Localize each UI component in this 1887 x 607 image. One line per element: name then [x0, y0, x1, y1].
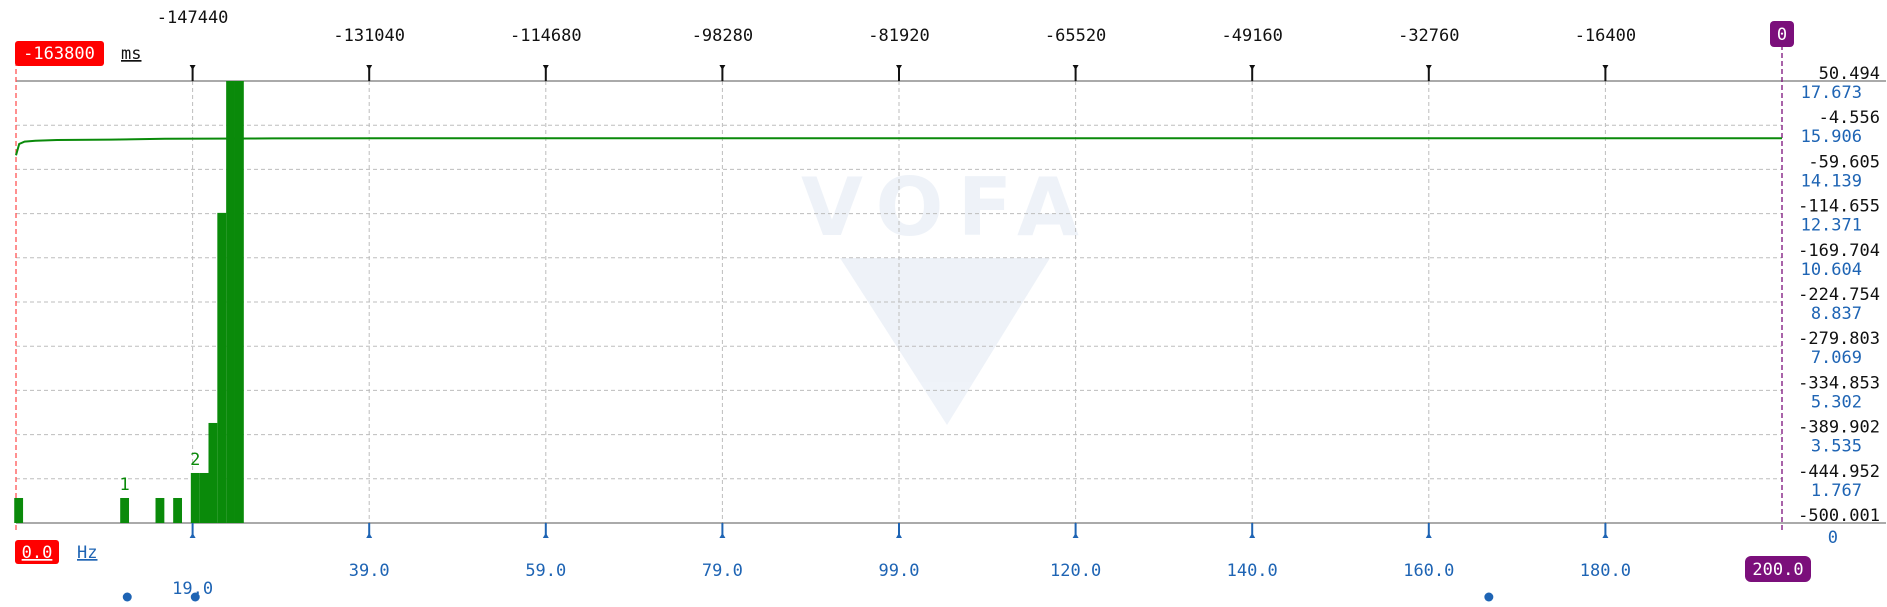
fft-bar [173, 497, 183, 523]
top-tick-label: -98280 [692, 26, 753, 46]
bottom-tick-cap [1602, 533, 1609, 538]
right-axis-blue-label: 5.302 [1811, 392, 1862, 412]
fft-bar [217, 212, 227, 524]
top-tick-label: -147440 [157, 8, 229, 28]
right-axis-black-label: 50.494 [1819, 64, 1880, 84]
top-time-axis: -147440 -131040 -114680 -98280 -81920 -65520 -… [157, 8, 1636, 81]
top-tick-cap [366, 65, 373, 70]
bottom-tick-cap [719, 533, 726, 538]
cursor-marker-dot[interactable] [190, 592, 200, 602]
cursor-markers[interactable] [122, 592, 1494, 602]
right-axis-black-label: -4.556 [1819, 108, 1880, 128]
right-axis-blue-label: 15.906 [1801, 127, 1862, 147]
right-axis-black-label: -59.605 [1808, 152, 1880, 172]
right-axis-blue-label: 17.673 [1801, 83, 1862, 103]
right-axis-black-label: -224.754 [1798, 285, 1880, 305]
time-min-label: -163800 [23, 44, 95, 64]
right-axis-blue-label: 7.069 [1811, 348, 1862, 368]
right-axis-blue-label: 0 [1828, 528, 1838, 548]
watermark-logo [840, 258, 1050, 425]
top-tick-cap [1072, 65, 1079, 70]
top-tick-cap [542, 65, 549, 70]
top-tick-cap [719, 65, 726, 70]
top-tick-label: -81920 [868, 26, 929, 46]
fft-bar [14, 497, 24, 523]
fft-bars: 12 [14, 81, 244, 524]
bottom-tick-label: 59.0 [525, 561, 566, 581]
watermark-text: VOFA [801, 161, 1093, 254]
right-axis-black-label: -169.704 [1798, 241, 1880, 261]
right-axis-black-label: -279.803 [1798, 329, 1880, 349]
top-tick-cap [1425, 65, 1432, 70]
bottom-tick-label: 180.0 [1580, 561, 1631, 581]
top-tick-label: -65520 [1045, 26, 1106, 46]
freq-min-label: 0.0 [22, 543, 53, 563]
bar-annotation: 1 [119, 475, 129, 495]
freq-max-badge[interactable]: 200.0 [1745, 556, 1811, 582]
bottom-tick-label: 140.0 [1227, 561, 1278, 581]
right-axis-blue-label: 12.371 [1801, 216, 1862, 236]
bottom-tick-label: 120.0 [1050, 561, 1101, 581]
time-max-label: 0 [1777, 25, 1787, 45]
fft-bar [199, 472, 209, 523]
top-tick-label: -32760 [1398, 26, 1459, 46]
vofa-watermark: VOFA [801, 161, 1093, 425]
cursor-marker-dot[interactable] [122, 592, 132, 602]
right-axis-labels: 50.494 -4.556 -59.605 -114.655 -169.704 -224.… [1798, 64, 1880, 548]
bottom-tick-label: 19.0 [172, 579, 213, 599]
bottom-frequency-axis: 19.0 39.0 59.0 79.0 99.0 120.0 140.0 160.0 180.0 [172, 523, 1631, 599]
bar-annotation: 2 [190, 450, 200, 470]
top-tick-cap [896, 65, 902, 70]
right-axis-black-label: -500.001 [1798, 506, 1880, 526]
right-axis-blue-label: 1.767 [1811, 481, 1862, 501]
fft-bar [234, 81, 244, 523]
bottom-tick-cap [542, 533, 549, 538]
bottom-tick-cap [1072, 533, 1079, 538]
freq-max-label: 200.0 [1752, 560, 1803, 580]
right-axis-black-label: -389.902 [1798, 418, 1880, 438]
bottom-tick-label: 79.0 [702, 561, 743, 581]
bottom-tick-label: 99.0 [879, 561, 920, 581]
top-tick-label: -131040 [333, 26, 405, 46]
fft-bar [226, 81, 235, 523]
top-tick-cap [1602, 65, 1609, 70]
top-tick-cap [189, 65, 196, 70]
top-tick-label: -49160 [1221, 26, 1282, 46]
fft-bar [190, 472, 200, 523]
bottom-tick-cap [1249, 533, 1256, 538]
bottom-tick-label: 160.0 [1403, 561, 1454, 581]
right-axis-blue-label: 8.837 [1811, 304, 1862, 324]
right-axis-blue-label: 10.604 [1801, 260, 1862, 280]
grid [16, 81, 1782, 523]
bottom-tick-cap [366, 533, 373, 538]
time-series [15, 137, 1782, 156]
freq-unit-label: Hz [77, 543, 97, 563]
time-unit-label: ms [121, 44, 141, 64]
fft-bar [120, 497, 130, 523]
cursor-marker-dot[interactable] [1484, 592, 1494, 602]
time-series-line [15, 137, 1782, 156]
right-axis-blue-label: 3.535 [1811, 437, 1862, 457]
bottom-tick-label: 39.0 [349, 561, 390, 581]
bottom-tick-cap [1425, 533, 1432, 538]
bottom-tick-cap [189, 533, 196, 538]
right-axis-black-label: -334.853 [1798, 373, 1880, 393]
top-tick-cap [1249, 65, 1256, 70]
right-axis-black-label: -114.655 [1798, 197, 1880, 217]
freq-min-badge[interactable]: 0.0 [15, 540, 59, 564]
top-tick-label: -114680 [510, 26, 582, 46]
fft-bar [208, 422, 218, 523]
time-max-badge[interactable]: 0 [1770, 21, 1794, 47]
bottom-tick-cap [896, 533, 902, 538]
right-axis-black-label: -444.952 [1798, 462, 1880, 482]
time-min-badge[interactable]: -163800 [15, 41, 104, 66]
right-axis-blue-label: 14.139 [1801, 171, 1862, 191]
top-tick-label: -16400 [1575, 26, 1636, 46]
fft-bar [155, 497, 165, 523]
